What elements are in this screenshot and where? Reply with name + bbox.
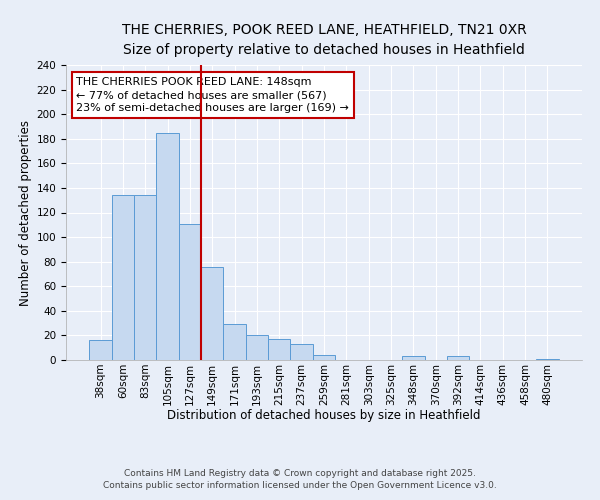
Text: THE CHERRIES POOK REED LANE: 148sqm
← 77% of detached houses are smaller (567)
2: THE CHERRIES POOK REED LANE: 148sqm ← 77…: [76, 77, 349, 113]
X-axis label: Distribution of detached houses by size in Heathfield: Distribution of detached houses by size …: [167, 409, 481, 422]
Bar: [201, 266, 223, 360]
Bar: [536, 359, 559, 360]
Bar: [313, 355, 335, 360]
Bar: [134, 196, 157, 360]
Bar: [89, 340, 112, 360]
Text: Contains HM Land Registry data © Crown copyright and database right 2025.
Contai: Contains HM Land Registry data © Crown c…: [103, 469, 497, 490]
Bar: [402, 356, 425, 360]
Bar: [157, 132, 179, 360]
Bar: [268, 339, 290, 360]
Bar: [179, 224, 201, 360]
Bar: [246, 336, 268, 360]
Bar: [112, 196, 134, 360]
Title: THE CHERRIES, POOK REED LANE, HEATHFIELD, TN21 0XR
Size of property relative to : THE CHERRIES, POOK REED LANE, HEATHFIELD…: [122, 24, 526, 57]
Bar: [447, 356, 469, 360]
Bar: [223, 324, 246, 360]
Bar: [290, 344, 313, 360]
Y-axis label: Number of detached properties: Number of detached properties: [19, 120, 32, 306]
